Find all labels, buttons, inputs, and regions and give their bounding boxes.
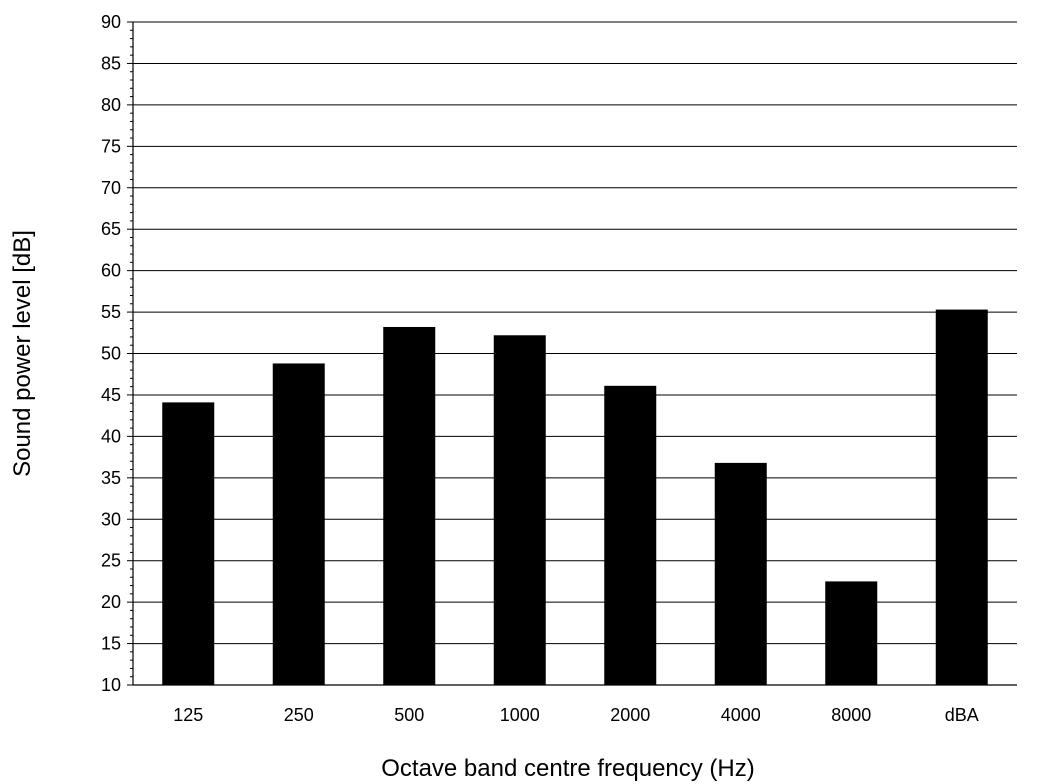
y-tick-label: 15	[101, 634, 121, 654]
y-tick-label: 40	[101, 426, 121, 446]
bar-2000	[604, 385, 657, 685]
axes	[127, 21, 1017, 686]
y-tick-label: 90	[101, 12, 121, 32]
bar-dBA	[935, 309, 988, 685]
x-tick-label: 1000	[500, 705, 540, 725]
y-tick-label: 55	[101, 302, 121, 322]
y-tick-label: 50	[101, 344, 121, 364]
bar-1000	[493, 335, 546, 685]
x-tick-label: 4000	[721, 705, 761, 725]
y-tick-label: 10	[101, 675, 121, 695]
y-tick-label: 70	[101, 178, 121, 198]
y-tick-label: 65	[101, 219, 121, 239]
y-tick-label: 85	[101, 53, 121, 73]
bar-250	[272, 363, 325, 685]
y-tick-label: 35	[101, 468, 121, 488]
y-axis-title: Sound power level [dB]	[9, 230, 36, 477]
y-tick-labels: 10 15 20 25 30 35 40 45 50 55 60 65 70 75 80 85 90	[101, 12, 121, 695]
bar-125	[162, 402, 215, 685]
y-tick-label: 30	[101, 509, 121, 529]
y-tick-label: 45	[101, 385, 121, 405]
bars	[162, 309, 988, 685]
y-tick-label: 25	[101, 551, 121, 571]
x-tick-labels: 125 250 500 1000 2000 4000 8000 dBA	[173, 705, 979, 725]
y-tick-label: 75	[101, 136, 121, 156]
bar-500	[383, 326, 436, 685]
x-tick-label: dBA	[945, 705, 979, 725]
x-tick-label: 250	[284, 705, 314, 725]
x-axis-title: Octave band centre frequency (Hz)	[381, 755, 755, 782]
gridlines	[133, 21, 1017, 645]
y-tick-label: 80	[101, 95, 121, 115]
x-tick-label: 500	[394, 705, 424, 725]
x-tick-label: 125	[173, 705, 203, 725]
bar-4000	[714, 462, 767, 685]
y-tick-label: 20	[101, 592, 121, 612]
x-tick-label: 2000	[610, 705, 650, 725]
bar-8000	[825, 581, 878, 685]
y-tick-label: 60	[101, 261, 121, 281]
x-tick-label: 8000	[831, 705, 871, 725]
